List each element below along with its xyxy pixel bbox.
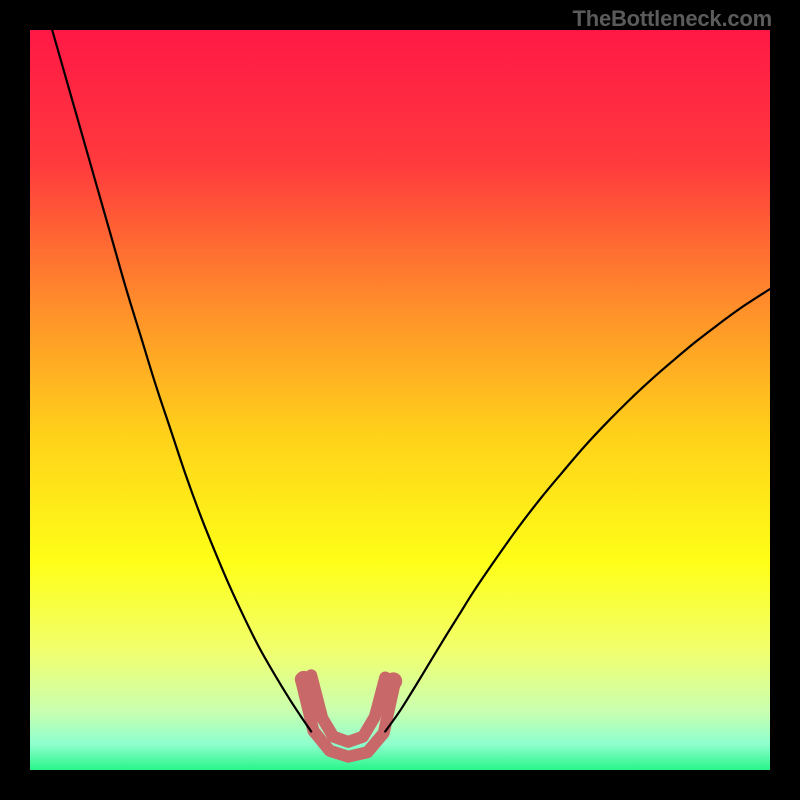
right-curve — [385, 289, 770, 732]
left-curve — [52, 30, 311, 732]
marker-dot-1 — [384, 672, 402, 690]
marker-u-shape — [301, 675, 395, 756]
outer-frame: TheBottleneck.com — [0, 0, 800, 800]
chart-svg — [0, 0, 800, 800]
watermark-text: TheBottleneck.com — [572, 6, 772, 32]
marker-dot-0 — [295, 671, 313, 689]
